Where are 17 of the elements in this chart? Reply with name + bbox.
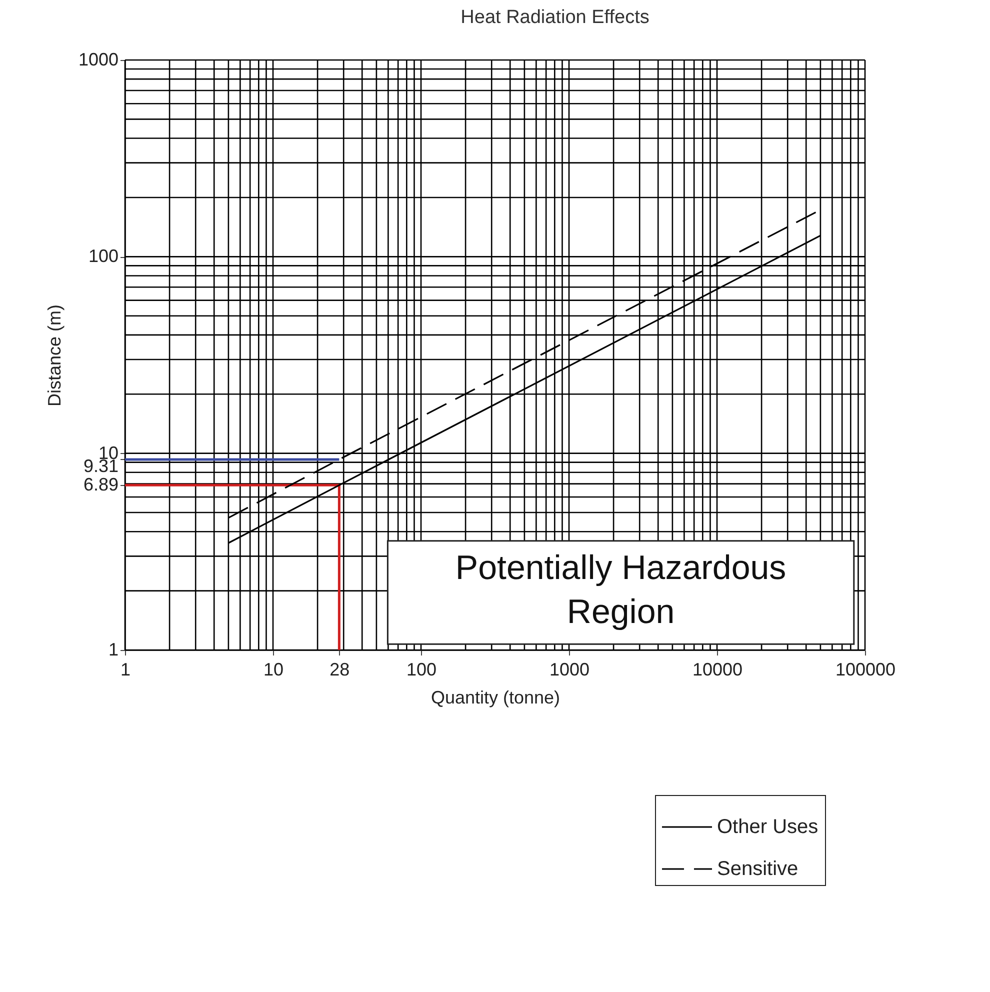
y-tick-label: 1000: [78, 50, 118, 70]
x-tick-label: 100000: [835, 660, 896, 680]
y-tick-label: 6.89: [83, 474, 118, 495]
annotation: Potentially Hazardous Region: [455, 549, 786, 631]
x-tick-label: 28: [330, 660, 350, 680]
x-tick-label: 100: [406, 660, 437, 680]
legend-label: Other Uses: [717, 816, 818, 838]
x-axis-title: Quantity (tonne): [430, 688, 560, 708]
x-tick-label: 10000: [692, 660, 743, 680]
x-tick-label: 1: [120, 660, 131, 680]
chart-title: Heat Radiation Effects: [460, 7, 650, 28]
y-axis-title: Distance (m): [44, 304, 64, 407]
x-tick-label: 10: [263, 660, 284, 680]
x-tick-label: 1000: [549, 660, 590, 680]
y-tick-label: 1: [108, 640, 118, 660]
y-tick-label: 100: [88, 246, 118, 266]
legend-label: Sensitive: [717, 858, 798, 880]
